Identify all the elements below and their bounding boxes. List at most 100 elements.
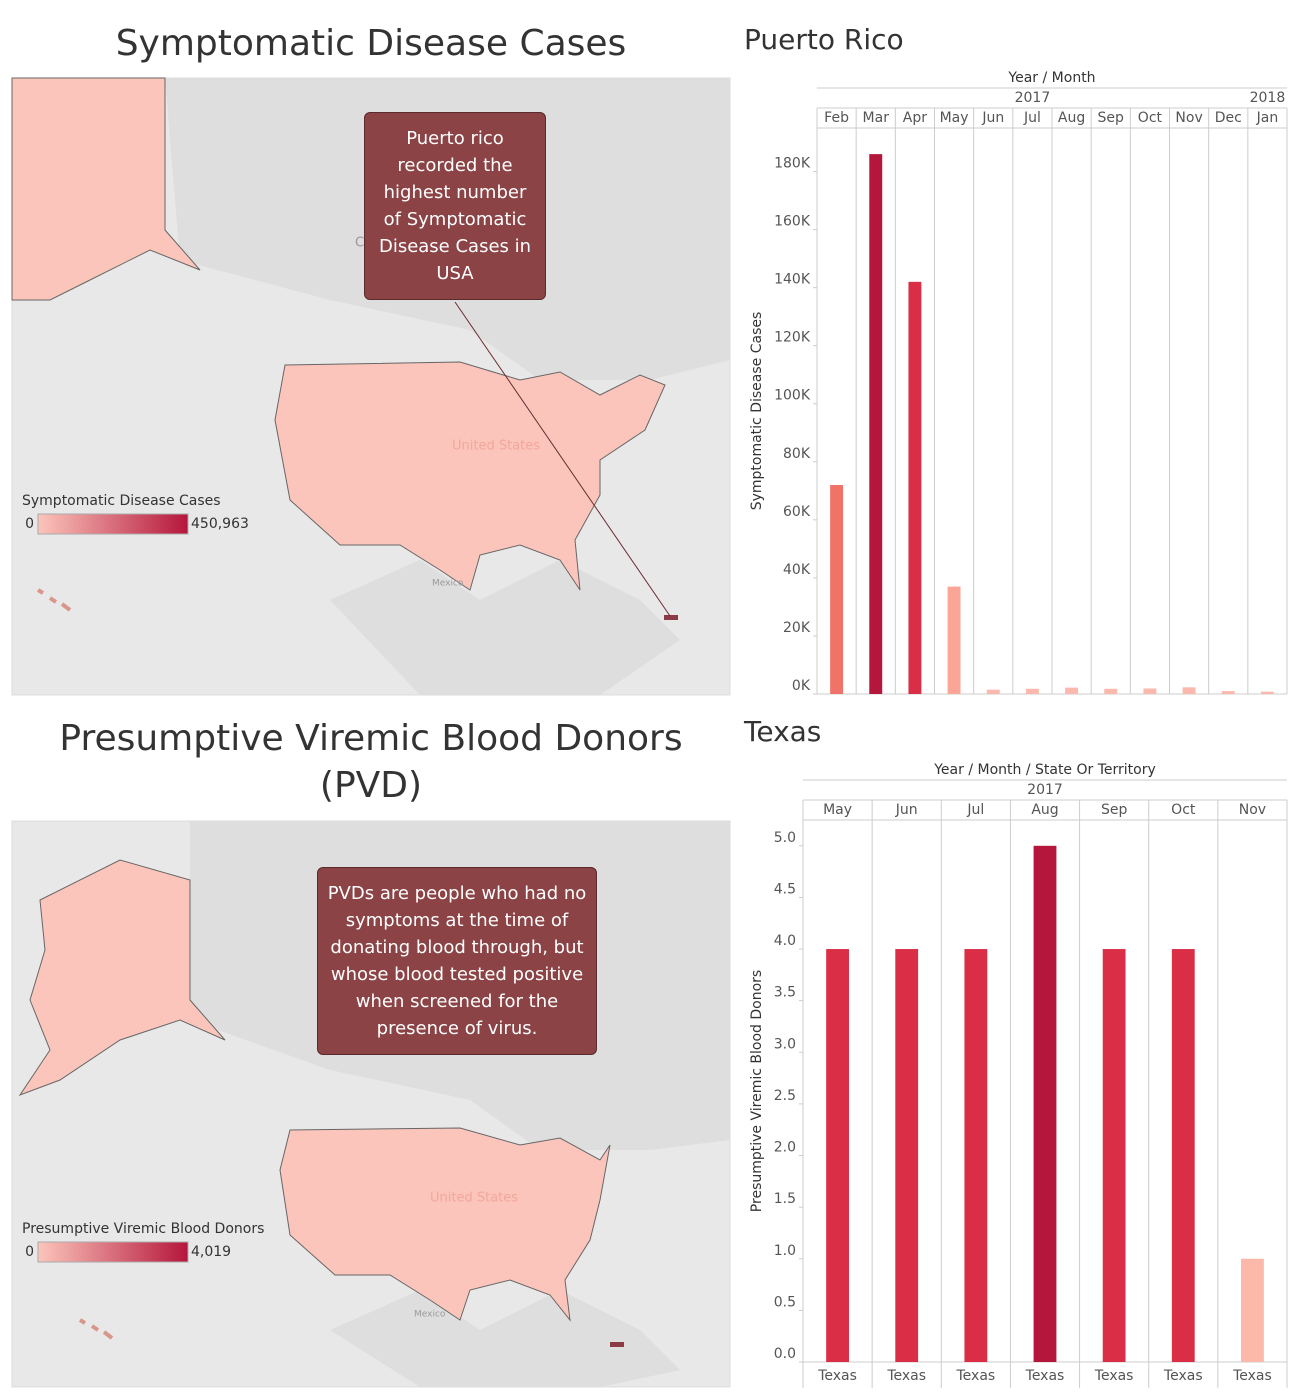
y-tick-label: 1.5 <box>774 1191 796 1207</box>
bar <box>1102 949 1126 1362</box>
bar <box>1033 845 1057 1362</box>
legend-title: Symptomatic Disease Cases <box>22 493 221 509</box>
bar <box>826 949 849 1362</box>
bar <box>1065 687 1079 694</box>
year-label: 2018 <box>1250 90 1286 106</box>
legend-label: 450,963 <box>191 516 249 532</box>
y-tick-label: 3.5 <box>774 985 796 1001</box>
x-tick-label: Jul <box>1023 110 1041 126</box>
bar <box>895 949 919 1362</box>
legend-bar <box>37 1241 189 1263</box>
y-tick-label: 180K <box>774 156 811 172</box>
x-tick-label: Jan <box>1256 110 1279 126</box>
x-tick-label: Nov <box>1175 110 1202 126</box>
state-label: Texas <box>956 1368 996 1384</box>
bar <box>1171 949 1195 1362</box>
y-tick-label: 120K <box>774 330 811 346</box>
y-tick-label: 4.5 <box>774 881 796 897</box>
alaska <box>18 859 226 1097</box>
header-title: Year / Month <box>1007 70 1095 86</box>
state-label: Texas <box>1094 1368 1134 1384</box>
x-tick-label: Mar <box>863 110 890 126</box>
mexico-land <box>330 560 680 695</box>
x-tick-label: Jun <box>981 110 1004 126</box>
mexico-land <box>330 1290 680 1387</box>
x-tick-label: Sep <box>1101 802 1128 818</box>
y-tick-label: 160K <box>774 214 811 230</box>
y-tick-label: 40K <box>783 562 811 578</box>
legend-label: 0 <box>25 516 34 532</box>
chart-title: Puerto Rico <box>744 23 904 56</box>
bar <box>869 154 883 695</box>
state-label: Texas <box>1025 1368 1065 1384</box>
place-label: Mexico <box>432 579 464 589</box>
x-tick-label: Dec <box>1215 110 1242 126</box>
bar <box>947 586 961 694</box>
x-tick-label: Oct <box>1171 802 1196 818</box>
annotation: PVDs are people who had no symptoms at t… <box>317 867 597 1055</box>
annotation-line <box>454 301 671 617</box>
hawaii <box>78 1318 114 1340</box>
state-label: Texas <box>817 1368 857 1384</box>
header-title: Year / Month / State Or Territory <box>933 762 1156 778</box>
map-title: Symptomatic Disease Cases <box>116 23 627 64</box>
legend-bar <box>37 513 189 535</box>
bar <box>964 949 988 1362</box>
y-tick-label: 80K <box>783 446 811 462</box>
state-label: Texas <box>1232 1368 1272 1384</box>
legend-label: 0 <box>25 1244 34 1260</box>
alaska <box>11 77 201 301</box>
y-tick-label: 100K <box>774 388 811 404</box>
y-tick-label: 4.0 <box>774 933 796 949</box>
place-label: Mexico <box>414 1310 446 1320</box>
y-tick-label: 3.0 <box>774 1036 796 1052</box>
state-label: Texas <box>886 1368 926 1384</box>
us-states <box>274 361 666 591</box>
bar <box>1182 687 1196 694</box>
y-axis-label: Presumptive Viremic Blood Donors <box>749 970 765 1212</box>
x-tick-label: Jun <box>895 802 918 818</box>
y-tick-label: 2.0 <box>774 1140 796 1156</box>
annotation: Puerto rico recorded the highest number … <box>364 112 546 300</box>
hawaii <box>36 588 72 612</box>
legend-label: 4,019 <box>191 1244 231 1260</box>
x-tick-label: Apr <box>903 110 927 126</box>
legend-title: Presumptive Viremic Blood Donors <box>22 1221 264 1237</box>
y-tick-label: 140K <box>774 272 811 288</box>
chart-title: Texas <box>743 715 821 748</box>
x-tick-label: Sep <box>1098 110 1125 126</box>
bar <box>1221 691 1235 694</box>
y-tick-label: 0.5 <box>774 1294 796 1310</box>
year-label: 2017 <box>1015 90 1051 106</box>
x-tick-label: May <box>940 110 969 126</box>
place-label: United States <box>452 439 540 454</box>
bar <box>830 485 844 694</box>
y-tick-label: 2.5 <box>774 1088 796 1104</box>
x-tick-label: Aug <box>1058 110 1085 126</box>
bar <box>1025 688 1039 694</box>
y-axis-label: Symptomatic Disease Cases <box>749 312 765 511</box>
bar <box>986 689 1000 694</box>
y-tick-label: 5.0 <box>774 830 796 846</box>
x-tick-label: Jul <box>966 802 984 818</box>
bar <box>1143 688 1157 694</box>
bar <box>1104 688 1118 694</box>
x-tick-label: Oct <box>1138 110 1163 126</box>
x-tick-label: Feb <box>824 110 849 126</box>
state-label: Texas <box>1163 1368 1203 1384</box>
y-tick-label: 0.0 <box>774 1346 796 1362</box>
x-tick-label: Aug <box>1031 802 1058 818</box>
y-tick-label: 0K <box>792 678 811 694</box>
bar <box>908 281 922 694</box>
puerto-rico <box>664 615 678 620</box>
year-label: 2017 <box>1027 782 1063 798</box>
us-states <box>279 1127 611 1322</box>
y-tick-label: 1.0 <box>774 1243 796 1259</box>
y-tick-label: 60K <box>783 504 811 520</box>
map-title: Presumptive Viremic Blood Donors (PVD) <box>59 718 683 806</box>
bar <box>1260 691 1274 694</box>
x-tick-label: Nov <box>1239 802 1266 818</box>
bar <box>1241 1258 1264 1362</box>
